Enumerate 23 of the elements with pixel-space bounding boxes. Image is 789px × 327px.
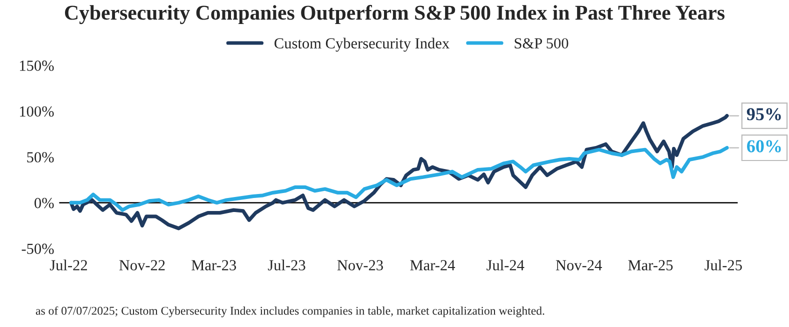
x-tick-label: Nov-24 xyxy=(556,260,602,270)
x-tick-label: Jul-23 xyxy=(268,260,306,270)
y-tick-label: 0% xyxy=(34,198,54,208)
legend-label: S&P 500 xyxy=(514,38,568,49)
text: as of 07/07/2025; Custom Cybersecurity Index includes companies in table, market capitalization weighted. xyxy=(36,306,544,318)
x-tick-label: Jul-22 xyxy=(50,260,87,270)
x-tick-label: Nov-23 xyxy=(337,260,383,270)
line-series xyxy=(69,114,729,230)
x-tick-label: Jul-24 xyxy=(486,260,524,270)
y-tick-label: 150% xyxy=(20,60,54,71)
y-tick-label: 50% xyxy=(27,152,54,162)
x-tick-label: Mar-24 xyxy=(410,260,456,270)
annotation: 60% xyxy=(747,140,781,152)
y-tick-label: 100% xyxy=(20,106,54,117)
line-series xyxy=(69,146,729,212)
x-tick-label: Nov-22 xyxy=(119,260,165,270)
legend-label: Custom Cybersecurity Index xyxy=(274,38,450,52)
x-tick-label: Mar-25 xyxy=(628,260,673,270)
chart-title: Cybersecurity Companies Outperform S&P 500 Index in Past Three Years xyxy=(64,4,725,24)
y-tick-label: -50% xyxy=(22,244,54,254)
x-tick-label: Mar-23 xyxy=(192,260,236,270)
x-tick-label: Jul-25 xyxy=(704,260,742,270)
annotation: 95% xyxy=(746,108,781,120)
